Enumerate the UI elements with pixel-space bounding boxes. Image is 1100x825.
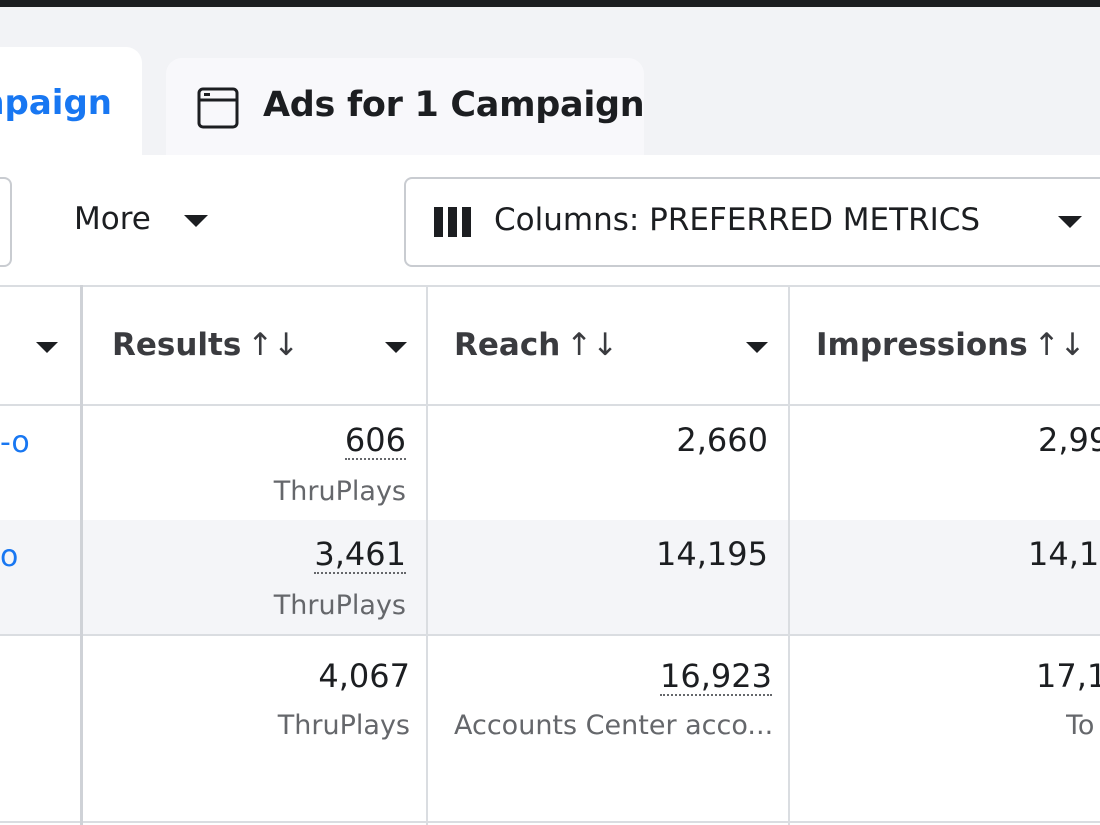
header-impressions[interactable]: Impressions ↑↓ [816,327,1086,363]
tab-campaigns-label: npaign [0,83,112,123]
row-reach-value: 2,660 [676,421,768,459]
header-results[interactable]: Results ↑↓ [112,327,299,363]
total-reach-type: Accounts Center acco... [454,710,772,741]
window-top-bar [0,0,1100,7]
row-reach-value: 14,195 [656,535,768,573]
column-divider [426,285,428,825]
row-divider [0,634,1100,636]
row-results-type: ThruPlays [273,476,406,507]
row-results-value[interactable]: 606 [344,421,406,460]
column-divider [788,285,790,825]
columns-dropdown[interactable]: Columns: PREFERRED METRICS [404,177,1100,267]
row-results-value[interactable]: 3,461 [314,535,406,574]
header-results-label: Results [112,327,242,363]
total-reach-value[interactable]: 16,923 [660,657,772,696]
columns-dropdown-label: Columns: PREFERRED METRICS [494,202,981,238]
chevron-down-icon [184,215,208,227]
reach-column-menu-icon[interactable] [746,342,768,353]
total-results-type: ThruPlays [277,710,410,741]
ad-name-link[interactable]: -o [0,425,30,460]
sort-icon[interactable]: ↑↓ [247,327,300,363]
header-impressions-label: Impressions [816,327,1028,363]
toolbar-left-control[interactable] [0,177,12,267]
chevron-down-icon [1058,216,1082,228]
ad-name-link[interactable]: o [0,539,19,574]
pinned-column-divider [80,285,83,825]
ad-window-icon [197,87,239,129]
results-column-menu-icon[interactable] [385,342,407,353]
tab-campaigns[interactable]: npaign [0,47,142,162]
table-top-border [0,285,1100,287]
sort-icon[interactable]: ↑↓ [566,327,619,363]
row-impressions-value: 2,99 [1038,421,1100,459]
total-impressions-value: 17,18 [1036,657,1100,695]
row-results-type: ThruPlays [273,590,406,621]
columns-icon [434,207,474,239]
table-bottom-border [0,821,1100,823]
total-impressions-type: To [1066,710,1095,741]
table-row-highlight [0,520,1100,634]
toolbar: More Columns: PREFERRED METRICS [0,155,1100,285]
header-divider [0,404,1100,406]
header-reach-label: Reach [454,327,561,363]
row-impressions-value: 14,19 [1028,535,1100,573]
sort-icon[interactable]: ↑↓ [1033,327,1086,363]
total-results-value: 4,067 [318,657,410,695]
header-reach[interactable]: Reach ↑↓ [454,327,618,363]
more-button[interactable]: More [60,185,230,255]
name-column-menu-icon[interactable] [36,342,58,353]
ads-table: Results ↑↓ Reach ↑↓ Impressions ↑↓ -o 606 T… [0,285,1100,825]
tab-ads[interactable]: Ads for 1 Campaign [166,58,645,162]
tab-ads-label: Ads for 1 Campaign [263,85,645,125]
more-button-label: More [74,201,151,237]
